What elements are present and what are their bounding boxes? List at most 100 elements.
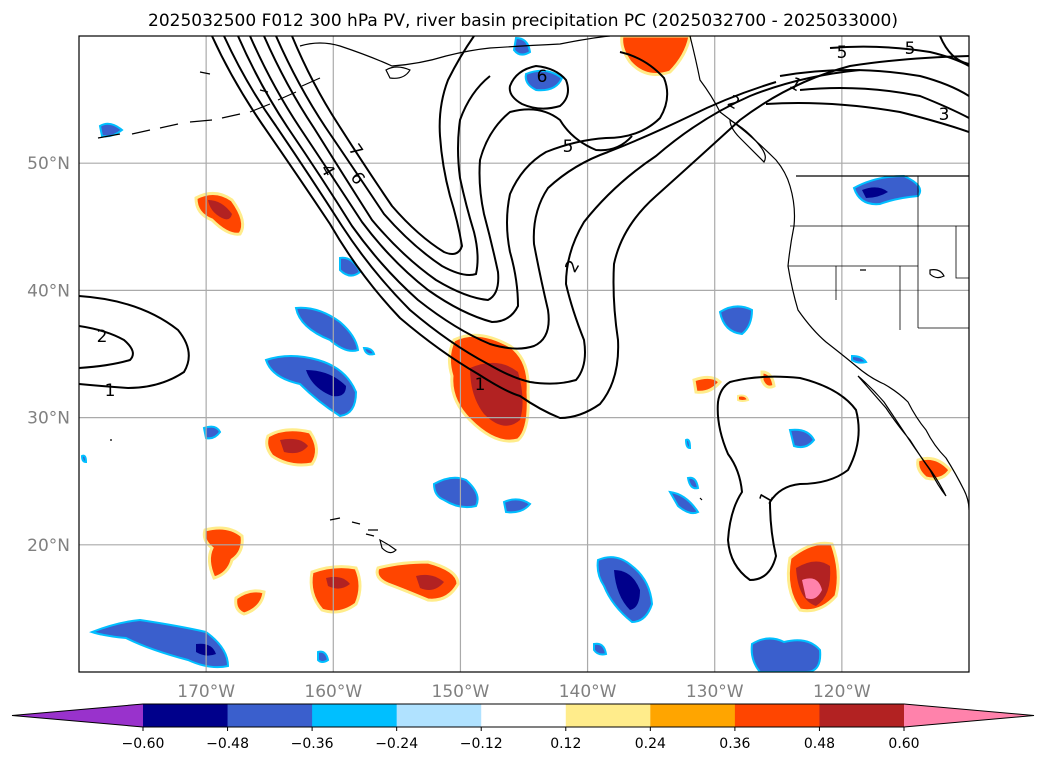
colorbar-segment: [143, 704, 229, 727]
positive-anomaly-blob: [375, 560, 460, 602]
colorbar: −0.60 −0.48 −0.36 −0.24 −0.12 0.12 0.24 0.36 0.4…: [11, 703, 1035, 752]
pv-contours: [79, 36, 969, 582]
pv-contour: [211, 36, 969, 420]
positive-anomaly-blob: [309, 565, 362, 614]
colorbar-segment: [734, 704, 820, 727]
pv-contour: [263, 36, 633, 302]
kodiak-island: [385, 66, 411, 79]
colorbar-tick-label: 0.24: [635, 736, 666, 752]
positive-anomaly-blob: [202, 526, 244, 580]
negative-anomaly-blob: [750, 637, 822, 672]
negative-anomaly-blob: [306, 370, 346, 397]
negative-anomaly-blob: [788, 428, 816, 449]
north-america-coastline: [689, 36, 969, 511]
pv-contour: [779, 69, 969, 97]
pv-contour-label: 5: [905, 39, 916, 59]
longitude-tick-label: 130°W: [686, 682, 744, 702]
latitude-tick-label: 40°N: [27, 281, 70, 301]
colorbar-extend-low: [12, 704, 143, 727]
precip-anomaly-layer: [80, 36, 952, 672]
colorbar-segment: [650, 704, 736, 727]
small-islands: [110, 71, 945, 501]
alaska-coastline: [299, 36, 611, 67]
negative-anomaly-blob: [80, 454, 88, 464]
colorbar-tick-label: −0.24: [375, 736, 418, 752]
colorbar-tick-label: −0.36: [291, 736, 334, 752]
colorbar-tick-label: 0.36: [719, 736, 750, 752]
negative-anomaly-blob: [524, 69, 564, 92]
positive-anomaly-blob: [802, 578, 822, 599]
negative-anomaly-blob: [862, 187, 888, 198]
negative-anomaly-blob: [432, 476, 479, 509]
pv-contour: [223, 36, 861, 385]
positive-anomaly-blob: [280, 438, 308, 454]
pv-contour-label: 5: [563, 137, 574, 157]
pv-contour: [237, 36, 777, 350]
pv-contour-label: 3: [939, 105, 950, 125]
colorbar-tick-label: −0.12: [460, 736, 503, 752]
negative-anomaly-blob: [202, 425, 222, 440]
longitude-tick-label: 150°W: [432, 682, 490, 702]
negative-anomaly-blob: [89, 618, 230, 669]
pv-contour: [79, 325, 134, 369]
pv-contour-label: 6: [537, 67, 548, 87]
pv-contour: [79, 295, 190, 390]
negative-anomaly-blob: [718, 305, 754, 336]
negative-anomaly-blob: [294, 306, 360, 352]
pv-contour: [799, 87, 969, 119]
negative-anomaly-blob: [502, 498, 532, 514]
coastlines: [97, 36, 969, 554]
pv-contour-label: 1: [475, 375, 486, 395]
vancouver-island: [729, 118, 766, 163]
positive-anomaly-blob: [416, 574, 444, 590]
pv-contour-label: 2: [97, 327, 108, 347]
colorbar-segment: [396, 704, 482, 727]
aleutian-islands: [97, 77, 321, 139]
pv-contour: [291, 36, 475, 255]
figure-title: 2025032500 F012 300 hPa PV, river basin …: [148, 11, 898, 31]
map-frame: [78, 35, 970, 673]
latitude-tick-label: 20°N: [27, 536, 70, 556]
negative-anomaly-blob: [851, 354, 868, 364]
positive-anomaly-blob: [620, 36, 692, 76]
positive-anomaly-blob: [208, 200, 232, 220]
negative-anomaly-blob: [593, 642, 608, 656]
map-panel: 1 2 4 6 7 5 6 2 1 1 1 2 5 5 3 170°W 160°W…: [27, 35, 970, 702]
colorbar-tick-label: 0.12: [550, 736, 581, 752]
pv-contour: [939, 36, 969, 65]
longitude-tick-label: 160°W: [304, 682, 362, 702]
baja-california: [857, 375, 947, 497]
pv-contour: [275, 36, 491, 276]
pv-contour: [765, 102, 969, 133]
positive-anomaly-blob: [470, 362, 523, 426]
negative-anomaly-blob: [317, 650, 330, 663]
hawaiian-islands: [329, 517, 397, 554]
graticule: [79, 36, 969, 672]
positive-anomaly-blob: [234, 589, 266, 616]
positive-anomaly-blob: [737, 394, 750, 402]
pv-contour: [829, 45, 969, 67]
pv-contour-label: 5: [837, 43, 848, 63]
colorbar-segment: [227, 704, 313, 727]
positive-anomaly-blob: [326, 576, 350, 589]
pv-contour: [508, 64, 569, 110]
pv-contour: [716, 375, 860, 582]
longitude-tick-labels: 170°W 160°W 150°W 140°W 130°W 120°W: [177, 682, 871, 702]
colorbar-tick-label: −0.60: [122, 736, 165, 752]
colorbar-tick-label: 0.60: [888, 736, 919, 752]
colorbar-extend-high: [904, 704, 1034, 727]
longitude-tick-label: 120°W: [813, 682, 871, 702]
latitude-tick-label: 50°N: [27, 154, 70, 174]
us-state-borders: [788, 176, 969, 330]
latitude-tick-labels: 20°N 30°N 40°N 50°N: [27, 154, 70, 556]
colorbar-segment: [819, 704, 905, 727]
positive-anomaly-blob: [692, 375, 723, 394]
negative-anomaly-blob: [668, 490, 700, 515]
latitude-tick-label: 30°N: [27, 409, 70, 429]
pv-contour: [249, 36, 669, 324]
negative-anomaly-blob: [686, 476, 700, 490]
positive-anomaly-blob: [760, 370, 776, 389]
colorbar-segment: [565, 704, 651, 727]
negative-anomaly-blob: [614, 570, 640, 610]
